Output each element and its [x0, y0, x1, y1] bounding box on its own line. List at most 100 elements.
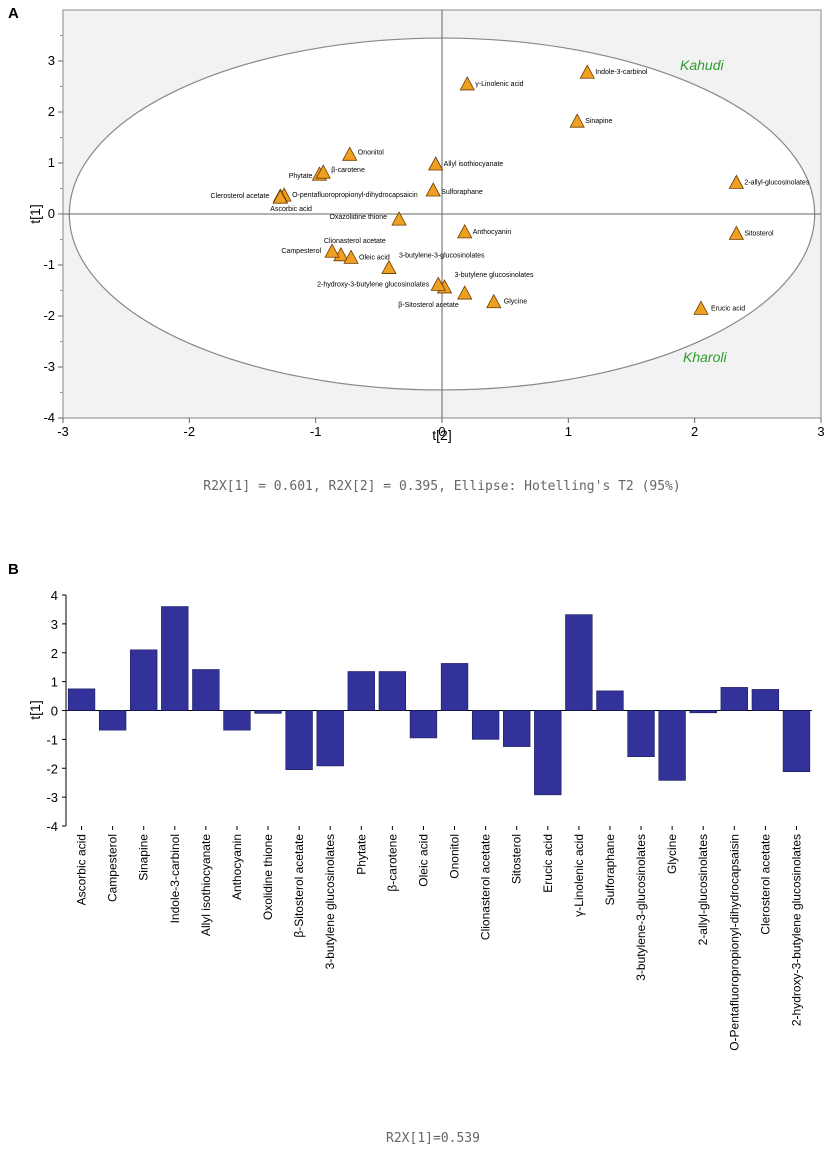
- score-point: 2-hydroxy-3-butylene glucosinolates: [317, 276, 446, 291]
- triangle-marker: [324, 243, 340, 258]
- bar: [98, 710, 127, 731]
- score-point: β-Sitosterol acetate: [398, 285, 473, 309]
- score-point: Oxazolidine thione: [329, 211, 407, 226]
- category-label: 2-hydroxy-3-butylene glucosinolates: [789, 834, 803, 1026]
- bar: [627, 710, 655, 758]
- category-label: Sulforaphane: [603, 834, 617, 906]
- bar: [596, 690, 624, 711]
- point-label: Glycine: [504, 299, 527, 306]
- point-label: Anthocyanin: [473, 229, 512, 236]
- point-label: 3-butylene glucosinolates: [455, 272, 534, 279]
- bar: [130, 649, 158, 711]
- score-point: Sulforaphane: [425, 182, 483, 197]
- point-label: Sulforaphane: [441, 189, 483, 196]
- point-label: Sinapine: [585, 118, 612, 125]
- y-tick-label: -4: [43, 410, 55, 425]
- panel-b-axes: -4 -3 -2 -1 0 1 2 3 4: [46, 588, 812, 834]
- category-label: β-Sitosterol acetate: [292, 834, 306, 938]
- y-tick-label: -1: [43, 257, 55, 272]
- score-point: 2-allyl-glucosinolates: [728, 174, 810, 189]
- point-label: Oxazolidine thione: [329, 214, 387, 221]
- panel-b-y-axis-title: t[1]: [27, 700, 43, 719]
- score-point: Campesterol: [281, 243, 340, 258]
- category-label: Clionasterol acetate: [479, 834, 493, 940]
- triangle-marker: [693, 300, 709, 315]
- bar: [161, 606, 189, 711]
- category-label: β-carotene: [385, 834, 399, 892]
- score-point: Sitosterol: [728, 225, 774, 240]
- point-label: Oleic acid: [359, 254, 390, 261]
- x-tick-label: 0: [438, 424, 445, 439]
- bar: [503, 710, 531, 747]
- triangle-marker: [430, 276, 446, 291]
- triangle-marker: [272, 189, 288, 204]
- group-label-top: Kahudi: [680, 57, 724, 73]
- point-label: Campesterol: [281, 248, 321, 255]
- y-tick-label: 4: [51, 588, 58, 603]
- score-point: Oleic acid: [343, 249, 390, 264]
- y-tick-label: 2: [48, 104, 55, 119]
- panel-b-letter: B: [8, 561, 19, 578]
- point-label: Ascorbic acid: [270, 206, 312, 213]
- point-label: β-Sitosterol acetate: [398, 302, 459, 309]
- point-label: Allyl isothiocyanate: [444, 161, 504, 168]
- triangle-marker: [391, 211, 407, 226]
- x-tick-label: -2: [184, 424, 196, 439]
- triangle-marker: [457, 285, 473, 300]
- bar: [471, 710, 500, 740]
- panel-a-y-axis-title: t[1]: [27, 204, 43, 223]
- score-point: Allyl isothiocyanate: [428, 156, 504, 171]
- bar: [534, 710, 562, 796]
- bar: [658, 710, 686, 781]
- point-label: Ononitol: [358, 149, 385, 156]
- bar: [378, 671, 407, 711]
- category-label: Erucic acid: [541, 834, 555, 893]
- category-label: Allyl isothiocyanate: [199, 834, 213, 936]
- point-label: β-carotene: [331, 167, 365, 174]
- category-label: Glycine: [665, 834, 679, 874]
- category-label: 3-butylene-3-glucosinolates: [634, 834, 648, 981]
- point-label: Clerosterol acetate: [211, 193, 270, 200]
- y-tick-label: -2: [46, 761, 58, 776]
- y-tick-label: 3: [51, 617, 58, 632]
- point-label: 2-hydroxy-3-butylene glucosinolates: [317, 281, 430, 288]
- category-label: 3-butylene glucosinolates: [323, 834, 337, 969]
- point-label: Erucic acid: [711, 305, 745, 312]
- bar: [67, 688, 96, 711]
- triangle-marker: [459, 76, 475, 91]
- y-tick-label: 3: [48, 53, 55, 68]
- category-label: γ-Linolenic acid: [572, 834, 586, 917]
- y-tick-label: 2: [51, 646, 58, 661]
- category-label: Phytate: [354, 834, 368, 875]
- score-point: Sinapine: [569, 113, 613, 128]
- triangle-marker: [342, 146, 358, 161]
- bar: [285, 710, 313, 770]
- score-point: Anthocyanin: [457, 224, 512, 239]
- y-tick-label: -3: [43, 359, 55, 374]
- x-tick-label: 1: [565, 424, 572, 439]
- triangle-marker: [425, 182, 441, 197]
- bar: [316, 710, 344, 767]
- y-tick-label: -3: [46, 790, 58, 805]
- point-label: Indole-3-carbinol: [595, 69, 648, 76]
- bar: [689, 710, 717, 714]
- y-tick-label: 0: [51, 704, 58, 719]
- x-tick-label: 3: [817, 424, 824, 439]
- triangle-marker: [428, 156, 444, 171]
- panel-b-caption: R2X[1]=0.539: [386, 1131, 480, 1146]
- y-tick-label: 0: [48, 206, 55, 221]
- bar: [254, 710, 282, 714]
- score-point: β-carotene: [315, 164, 365, 179]
- triangle-marker: [381, 259, 397, 274]
- point-label: Clionasterol acetate: [324, 238, 386, 245]
- triangle-marker: [486, 293, 502, 309]
- triangle-marker: [728, 174, 745, 189]
- y-tick-label: 1: [51, 675, 58, 690]
- point-label: Sitosterol: [744, 230, 774, 237]
- triangle-marker: [343, 249, 359, 264]
- x-tick-label: -3: [57, 424, 69, 439]
- category-label: Anthocyanin: [230, 834, 244, 900]
- panel-a-x-axis-title: t[2]: [432, 427, 451, 443]
